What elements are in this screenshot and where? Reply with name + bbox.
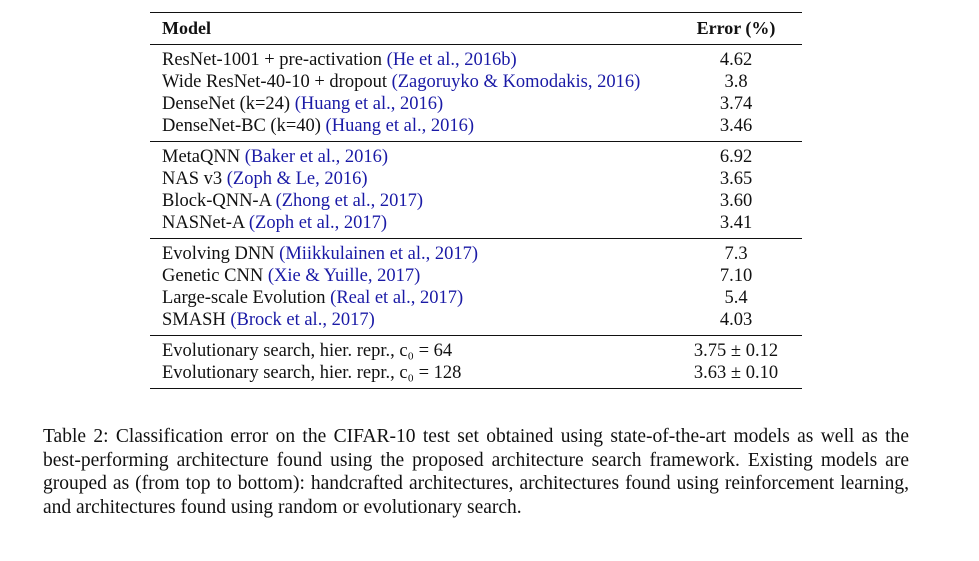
model-name: Block-QNN-A bbox=[162, 191, 271, 211]
table-row-group: Evolutionary search, hier. repr., c₀ = 6… bbox=[150, 336, 802, 388]
model-cell: NASNet-A (Zoph et al., 2017) bbox=[162, 212, 387, 234]
model-cell: Evolutionary search, hier. repr., c₀ = 1… bbox=[162, 362, 461, 384]
model-cell: Wide ResNet-40-10 + dropout (Zagoruyko &… bbox=[162, 71, 640, 93]
table-row: MetaQNN (Baker et al., 2016) 6.92 bbox=[150, 146, 802, 168]
table-row: SMASH (Brock et al., 2017) 4.03 bbox=[150, 309, 802, 331]
citation-link[interactable]: (Huang et al., 2016) bbox=[325, 116, 475, 136]
table-row: DenseNet (k=24) (Huang et al., 2016) 3.74 bbox=[150, 93, 802, 115]
error-cell: 3.8 bbox=[724, 72, 748, 92]
citation-link[interactable]: (Baker et al., 2016) bbox=[244, 147, 389, 167]
model-name: Evolving DNN bbox=[162, 244, 275, 264]
table-caption: Table 2: Classification error on the CIF… bbox=[43, 426, 909, 518]
table-row: Large-scale Evolution (Real et al., 2017… bbox=[150, 287, 802, 309]
error-cell: 3.46 bbox=[719, 116, 753, 136]
table-row-group: Evolving DNN (Miikkulainen et al., 2017)… bbox=[150, 239, 802, 335]
model-cell: Evolving DNN (Miikkulainen et al., 2017) bbox=[162, 243, 478, 265]
model-name: Genetic CNN bbox=[162, 266, 264, 286]
citation-link[interactable]: (Zoph & Le, 2016) bbox=[226, 169, 368, 189]
citation-link[interactable]: (He et al., 2016b) bbox=[386, 50, 517, 70]
header-rule bbox=[150, 44, 802, 45]
model-name: NAS v3 bbox=[162, 169, 223, 189]
error-cell: 3.41 bbox=[719, 213, 753, 233]
table-body: ResNet-1001 + pre-activation (He et al.,… bbox=[150, 45, 802, 388]
error-cell: 6.92 bbox=[719, 147, 753, 167]
model-cell: Genetic CNN (Xie & Yuille, 2017) bbox=[162, 265, 420, 287]
model-name: DenseNet (k=24) bbox=[162, 94, 291, 114]
model-cell: Block-QNN-A (Zhong et al., 2017) bbox=[162, 190, 423, 212]
table-row: NAS v3 (Zoph & Le, 2016) 3.65 bbox=[150, 168, 802, 190]
model-name: Large-scale Evolution bbox=[162, 288, 326, 308]
error-cell: 3.65 bbox=[719, 169, 753, 189]
table-row: Genetic CNN (Xie & Yuille, 2017) 7.10 bbox=[150, 265, 802, 287]
table-row: NASNet-A (Zoph et al., 2017) 3.41 bbox=[150, 212, 802, 234]
citation-link[interactable]: (Brock et al., 2017) bbox=[230, 310, 375, 330]
table-row-group: MetaQNN (Baker et al., 2016) 6.92 NAS v3 (… bbox=[150, 142, 802, 238]
model-name: NASNet-A bbox=[162, 213, 245, 233]
group-separator-rule bbox=[150, 141, 802, 142]
table-row: Wide ResNet-40-10 + dropout (Zagoruyko &… bbox=[150, 71, 802, 93]
model-name: ResNet-1001 + pre-activation bbox=[162, 50, 383, 70]
citation-link[interactable]: (Huang et al., 2016) bbox=[294, 94, 444, 114]
error-cell: 3.63 ± 0.10 bbox=[693, 363, 779, 383]
results-table: Model Error (%) ResNet-1001 + pre-activa… bbox=[150, 12, 802, 389]
table-row: Block-QNN-A (Zhong et al., 2017) 3.60 bbox=[150, 190, 802, 212]
table-row: DenseNet-BC (k=40) (Huang et al., 2016) 3… bbox=[150, 115, 802, 137]
model-cell: ResNet-1001 + pre-activation (He et al.,… bbox=[162, 49, 517, 71]
model-cell: DenseNet-BC (k=40) (Huang et al., 2016) bbox=[162, 115, 474, 137]
model-cell: NAS v3 (Zoph & Le, 2016) bbox=[162, 168, 368, 190]
model-name: Evolutionary search, hier. repr., c₀ = 6… bbox=[162, 341, 453, 361]
model-name: SMASH bbox=[162, 310, 226, 330]
error-cell: 3.60 bbox=[719, 191, 753, 211]
top-rule bbox=[150, 12, 802, 13]
model-cell: DenseNet (k=24) (Huang et al., 2016) bbox=[162, 93, 443, 115]
model-name: Wide ResNet-40-10 + dropout bbox=[162, 72, 387, 92]
model-cell: MetaQNN (Baker et al., 2016) bbox=[162, 146, 388, 168]
error-cell: 4.62 bbox=[719, 50, 753, 70]
table-row-group: ResNet-1001 + pre-activation (He et al.,… bbox=[150, 45, 802, 141]
citation-link[interactable]: (Real et al., 2017) bbox=[330, 288, 464, 308]
table-row: Evolving DNN (Miikkulainen et al., 2017)… bbox=[150, 243, 802, 265]
header-model: Model bbox=[162, 18, 211, 38]
table-row: ResNet-1001 + pre-activation (He et al.,… bbox=[150, 49, 802, 71]
citation-link[interactable]: (Zagoruyko & Komodakis, 2016) bbox=[391, 72, 641, 92]
error-cell: 4.03 bbox=[719, 310, 753, 330]
table-row: Evolutionary search, hier. repr., c₀ = 6… bbox=[150, 340, 802, 362]
error-cell: 7.3 bbox=[724, 244, 748, 264]
model-cell: Large-scale Evolution (Real et al., 2017… bbox=[162, 287, 463, 309]
model-cell: Evolutionary search, hier. repr., c₀ = 6… bbox=[162, 340, 452, 362]
group-separator-rule bbox=[150, 238, 802, 239]
model-cell: SMASH (Brock et al., 2017) bbox=[162, 309, 375, 331]
model-name: MetaQNN bbox=[162, 147, 241, 167]
header-error: Error (%) bbox=[696, 18, 776, 38]
model-name: DenseNet-BC (k=40) bbox=[162, 116, 321, 136]
error-cell: 5.4 bbox=[724, 288, 748, 308]
citation-link[interactable]: (Zhong et al., 2017) bbox=[275, 191, 424, 211]
citation-link[interactable]: (Xie & Yuille, 2017) bbox=[267, 266, 421, 286]
citation-link[interactable]: (Miikkulainen et al., 2017) bbox=[279, 244, 479, 264]
error-cell: 3.74 bbox=[719, 94, 753, 114]
citation-link[interactable]: (Zoph et al., 2017) bbox=[248, 213, 388, 233]
bottom-rule bbox=[150, 388, 802, 389]
error-cell: 3.75 ± 0.12 bbox=[693, 341, 779, 361]
group-separator-rule bbox=[150, 335, 802, 336]
table-header-row: Model Error (%) bbox=[150, 13, 802, 44]
table-row: Evolutionary search, hier. repr., c₀ = 1… bbox=[150, 362, 802, 384]
model-name: Evolutionary search, hier. repr., c₀ = 1… bbox=[162, 363, 462, 383]
error-cell: 7.10 bbox=[719, 266, 753, 286]
